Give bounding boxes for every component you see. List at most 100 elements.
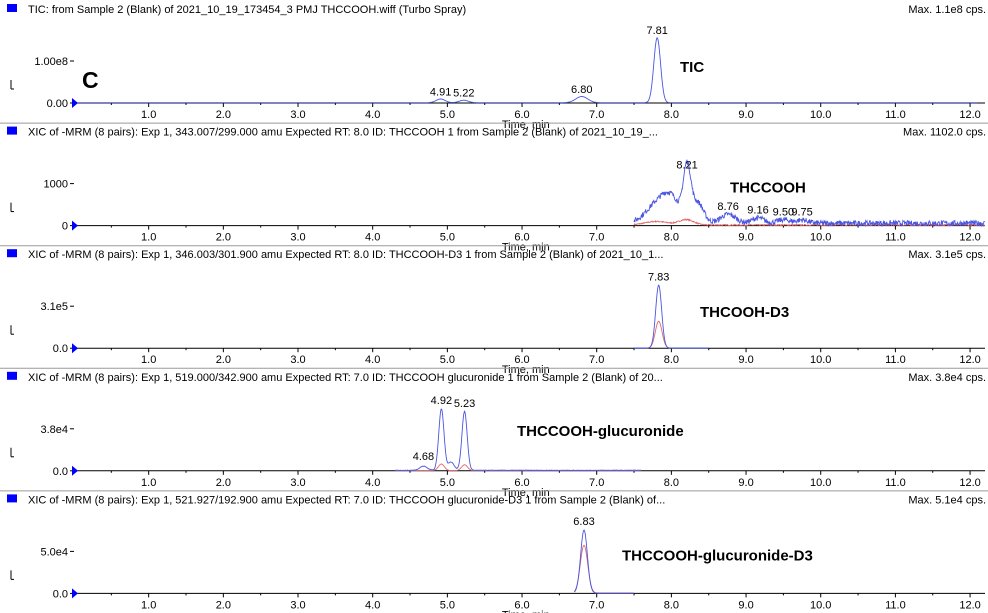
x-tick-label: 7.0 <box>589 232 604 244</box>
y-tick-label: 0.00 <box>47 98 68 110</box>
x-tick-label: 5.0 <box>440 354 455 366</box>
x-tick-label: 8.0 <box>664 599 679 611</box>
x-axis-label: Time, min <box>502 487 550 499</box>
panel-max-intensity: Max. 1102.0 cps. <box>903 127 986 139</box>
x-tick-label: 9.0 <box>738 232 753 244</box>
x-tick-label: 3.0 <box>290 477 305 489</box>
axis-origin-marker-icon <box>72 588 78 599</box>
trace-series-line <box>394 408 642 472</box>
peak-label: 7.81 <box>646 25 667 37</box>
compound-annotation: TIC <box>680 59 704 76</box>
x-tick-label: 1.0 <box>141 354 156 366</box>
panel-letter: C <box>82 67 99 93</box>
trace-series-line <box>77 37 978 104</box>
x-tick-label: 12.0 <box>959 599 980 611</box>
panel-max-intensity: Max. 3.1e5 cps. <box>908 249 986 261</box>
x-tick-label: 11.0 <box>885 109 906 121</box>
trace-series-line <box>634 320 709 349</box>
x-axis-label: Time, min <box>502 364 550 376</box>
compound-annotation: THCCOOH <box>730 180 806 197</box>
x-tick-label: 12.0 <box>959 354 980 366</box>
trace-marker-icon <box>7 126 17 135</box>
axis-origin-marker-icon <box>72 98 78 108</box>
x-tick-label: 4.0 <box>365 109 380 121</box>
peak-label: 6.80 <box>571 84 592 96</box>
x-tick-label: 5.0 <box>440 599 455 611</box>
x-tick-label: 6.0 <box>514 232 529 244</box>
trace-series-line <box>633 218 986 227</box>
peak-label: 5.22 <box>453 88 474 100</box>
compound-annotation: THCCOOH-glucuronide-D3 <box>622 547 813 564</box>
x-tick-label: 11.0 <box>885 599 906 611</box>
trace-marker-icon <box>7 249 17 258</box>
chromatogram-panel: XIC of -MRM (8 pairs): Exp 1, 519.000/34… <box>0 367 988 499</box>
trace-marker-icon <box>7 4 17 12</box>
y-tick-label: 0.0 <box>53 588 68 600</box>
x-tick-label: 4.0 <box>365 232 380 244</box>
peak-label: 7.83 <box>648 271 669 283</box>
x-tick-label: 9.0 <box>738 109 753 121</box>
x-tick-label: 1.0 <box>141 109 156 121</box>
x-tick-label: 6.0 <box>514 477 529 489</box>
panel-title: XIC of -MRM (8 pairs): Exp 1, 521.927/19… <box>28 494 665 506</box>
compound-annotation: THCOOH-D3 <box>700 304 789 321</box>
x-tick-label: 7.0 <box>589 109 604 121</box>
x-tick-label: 5.0 <box>440 109 455 121</box>
panel-max-intensity: Max. 1.1e8 cps. <box>908 4 986 16</box>
peak-label: 4.91 <box>430 86 451 98</box>
x-tick-label: 10.0 <box>810 599 831 611</box>
x-tick-label: 2.0 <box>216 477 231 489</box>
x-axis-label: Time, min <box>502 609 550 613</box>
y-tick-label: 1000 <box>44 179 68 191</box>
chromatogram-panel: XIC of -MRM (8 pairs): Exp 1, 521.927/19… <box>0 490 988 613</box>
x-axis-label: Time, min <box>502 119 550 131</box>
x-tick-label: 10.0 <box>810 477 831 489</box>
y-tick-label: 3.1e5 <box>40 301 68 313</box>
x-tick-label: 4.0 <box>365 477 380 489</box>
x-tick-label: 8.0 <box>664 477 679 489</box>
panel-title: TIC: from Sample 2 (Blank) of 2021_10_19… <box>28 4 466 16</box>
chromatogram-panel: XIC of -MRM (8 pairs): Exp 1, 346.003/30… <box>0 245 988 376</box>
x-tick-label: 11.0 <box>885 477 906 489</box>
x-tick-label: 5.0 <box>440 232 455 244</box>
x-tick-label: 5.0 <box>440 477 455 489</box>
y-tick-label: 0.0 <box>53 466 68 478</box>
peak-label: 4.92 <box>431 395 452 407</box>
x-tick-label: 9.0 <box>738 477 753 489</box>
x-tick-label: 10.0 <box>810 109 831 121</box>
axis-origin-marker-icon <box>72 220 78 231</box>
y-tick-label: 1.00e8 <box>34 56 68 68</box>
peak-label: 8.21 <box>676 159 697 171</box>
x-tick-label: 8.0 <box>664 232 679 244</box>
x-tick-label: 2.0 <box>216 232 231 244</box>
x-tick-label: 11.0 <box>885 232 906 244</box>
trace-series-line <box>633 159 985 228</box>
x-tick-label: 4.0 <box>365 599 380 611</box>
compound-annotation: THCCOOH-glucuronide <box>517 423 684 440</box>
x-tick-label: 1.0 <box>141 599 156 611</box>
x-tick-label: 1.0 <box>141 477 156 489</box>
peak-label: 9.75 <box>791 207 812 219</box>
trace-marker-icon <box>7 371 17 380</box>
panel-max-intensity: Max. 5.1e4 cps. <box>908 494 986 506</box>
x-tick-label: 10.0 <box>810 354 831 366</box>
peak-label: 6.83 <box>573 516 594 528</box>
x-tick-label: 7.0 <box>589 354 604 366</box>
x-tick-label: 11.0 <box>885 354 906 366</box>
x-tick-label: 4.0 <box>365 354 380 366</box>
x-tick-label: 9.0 <box>738 599 753 611</box>
x-tick-label: 6.0 <box>514 599 529 611</box>
x-tick-label: 1.0 <box>141 232 156 244</box>
x-tick-label: 3.0 <box>290 232 305 244</box>
trace-series-line <box>634 284 709 349</box>
x-tick-label: 10.0 <box>810 232 831 244</box>
x-tick-label: 3.0 <box>290 599 305 611</box>
y-tick-label: 5.0e4 <box>40 546 68 558</box>
y-tick-label: 0.0 <box>53 343 68 355</box>
axis-origin-marker-icon <box>72 465 78 476</box>
panel-title: XIC of -MRM (8 pairs): Exp 1, 346.003/30… <box>28 249 663 261</box>
x-tick-label: 7.0 <box>589 599 604 611</box>
y-tick-label: 3.8e4 <box>40 424 68 436</box>
trace-series-line <box>573 529 634 594</box>
